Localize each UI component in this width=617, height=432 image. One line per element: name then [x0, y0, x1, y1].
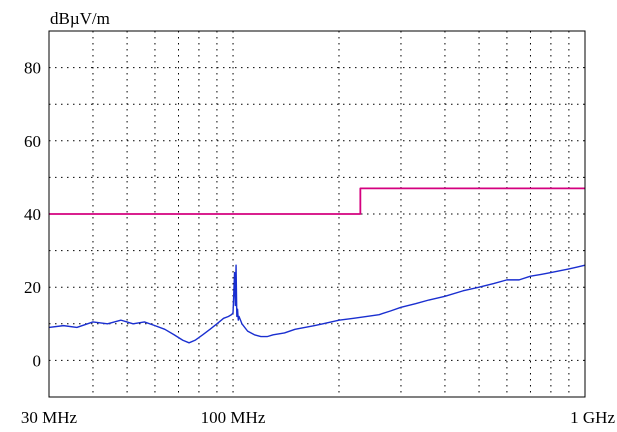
y-tick-label: 40 [24, 205, 41, 224]
x-tick-label: 100 MHz [201, 408, 266, 427]
axis-tick-labels: 0 20 40 60 80 30 MHz 100 MHz 1 GHz [21, 59, 616, 427]
y-axis-unit-label: dBµV/m [50, 9, 110, 28]
x-tick-label: 1 GHz [570, 408, 615, 427]
y-tick-label: 20 [24, 278, 41, 297]
y-tick-label: 0 [33, 351, 42, 370]
y-tick-label: 60 [24, 132, 41, 151]
series-layer [48, 187, 586, 344]
y-tick-label: 80 [24, 59, 41, 78]
limit-line [49, 187, 585, 215]
x-tick-label: 30 MHz [21, 408, 78, 427]
grid-lines [49, 31, 585, 397]
measurement-trace [48, 264, 586, 344]
plot-frame [48, 30, 586, 398]
